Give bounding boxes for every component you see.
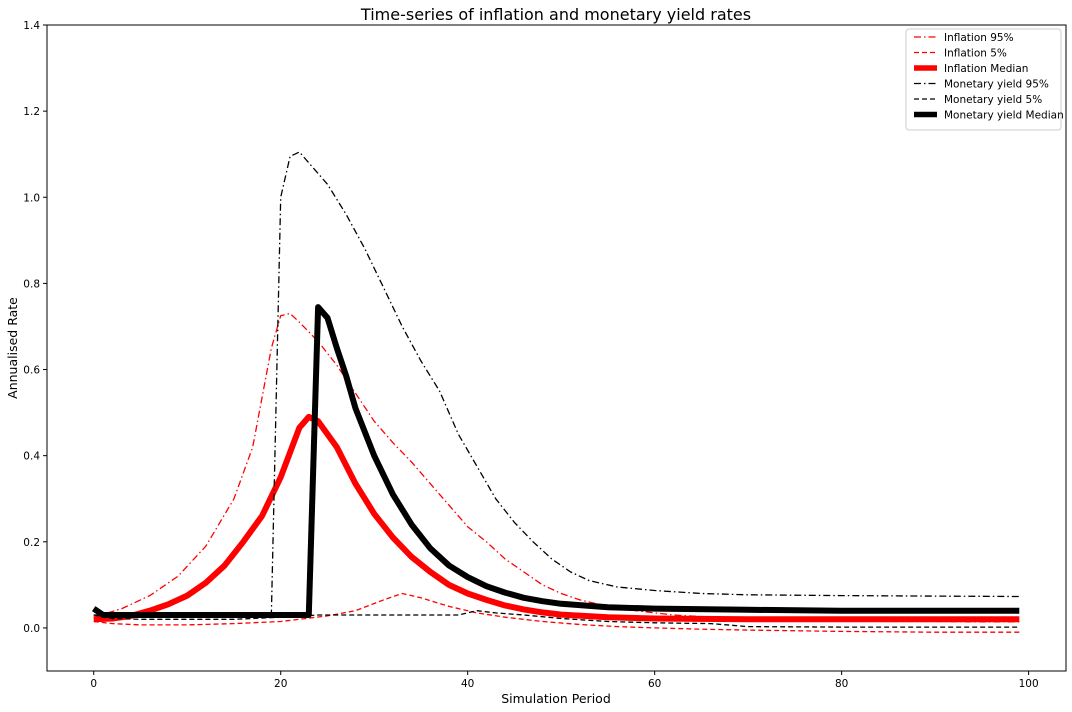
legend-label: Inflation Median: [944, 63, 1028, 75]
y-tick-label: 1.0: [23, 192, 40, 204]
legend-label: Monetary yield 5%: [944, 94, 1042, 106]
legend-label: Monetary yield Median: [944, 110, 1064, 122]
x-tick-label: 0: [90, 678, 97, 690]
y-tick-label: 0.0: [23, 623, 40, 635]
plot-frame: [46, 24, 1067, 672]
x-tick-label: 60: [648, 678, 661, 690]
legend-box: [905, 28, 1062, 131]
x-tick-label: 100: [1019, 678, 1039, 690]
x-tick-label: 80: [835, 678, 848, 690]
y-tick-label: 1.4: [23, 20, 40, 32]
series-line-monetary-yield-median: [92, 304, 1020, 618]
legend-label: Inflation 95%: [944, 32, 1014, 44]
x-tick-label: 20: [274, 678, 287, 690]
legend: Inflation 95% Inflation 5% Inflation Media…: [905, 28, 1064, 131]
x-tick-label: 40: [461, 678, 474, 690]
series-layer: [92, 151, 1020, 633]
series-line-inflation-5: [93, 592, 1020, 633]
y-tick-label: 1.2: [23, 106, 40, 118]
legend-label: Inflation 5%: [944, 48, 1007, 60]
plot-area: [47, 25, 1066, 671]
x-axis-label: Simulation Period: [501, 691, 611, 706]
series-line-inflation-median: [93, 413, 1020, 623]
x-axis: 0 20 40 60 80 100: [90, 671, 1039, 690]
y-tick-label: 0.8: [23, 278, 40, 290]
y-tick-label: 0.4: [23, 451, 40, 463]
y-axis-label: Annualised Rate: [5, 297, 20, 399]
y-tick-label: 0.6: [23, 365, 40, 377]
chart-title: Time-series of inflation and monetary yi…: [360, 5, 751, 24]
series-line-monetary-yield-5: [93, 610, 1020, 628]
series-line-monetary-yield-95: [93, 151, 1020, 616]
y-tick-label: 0.2: [23, 537, 40, 549]
y-axis: 0.0 0.2 0.4 0.6 0.8 1.0 1.2 1.4: [23, 20, 47, 635]
legend-label: Monetary yield 95%: [944, 79, 1049, 91]
